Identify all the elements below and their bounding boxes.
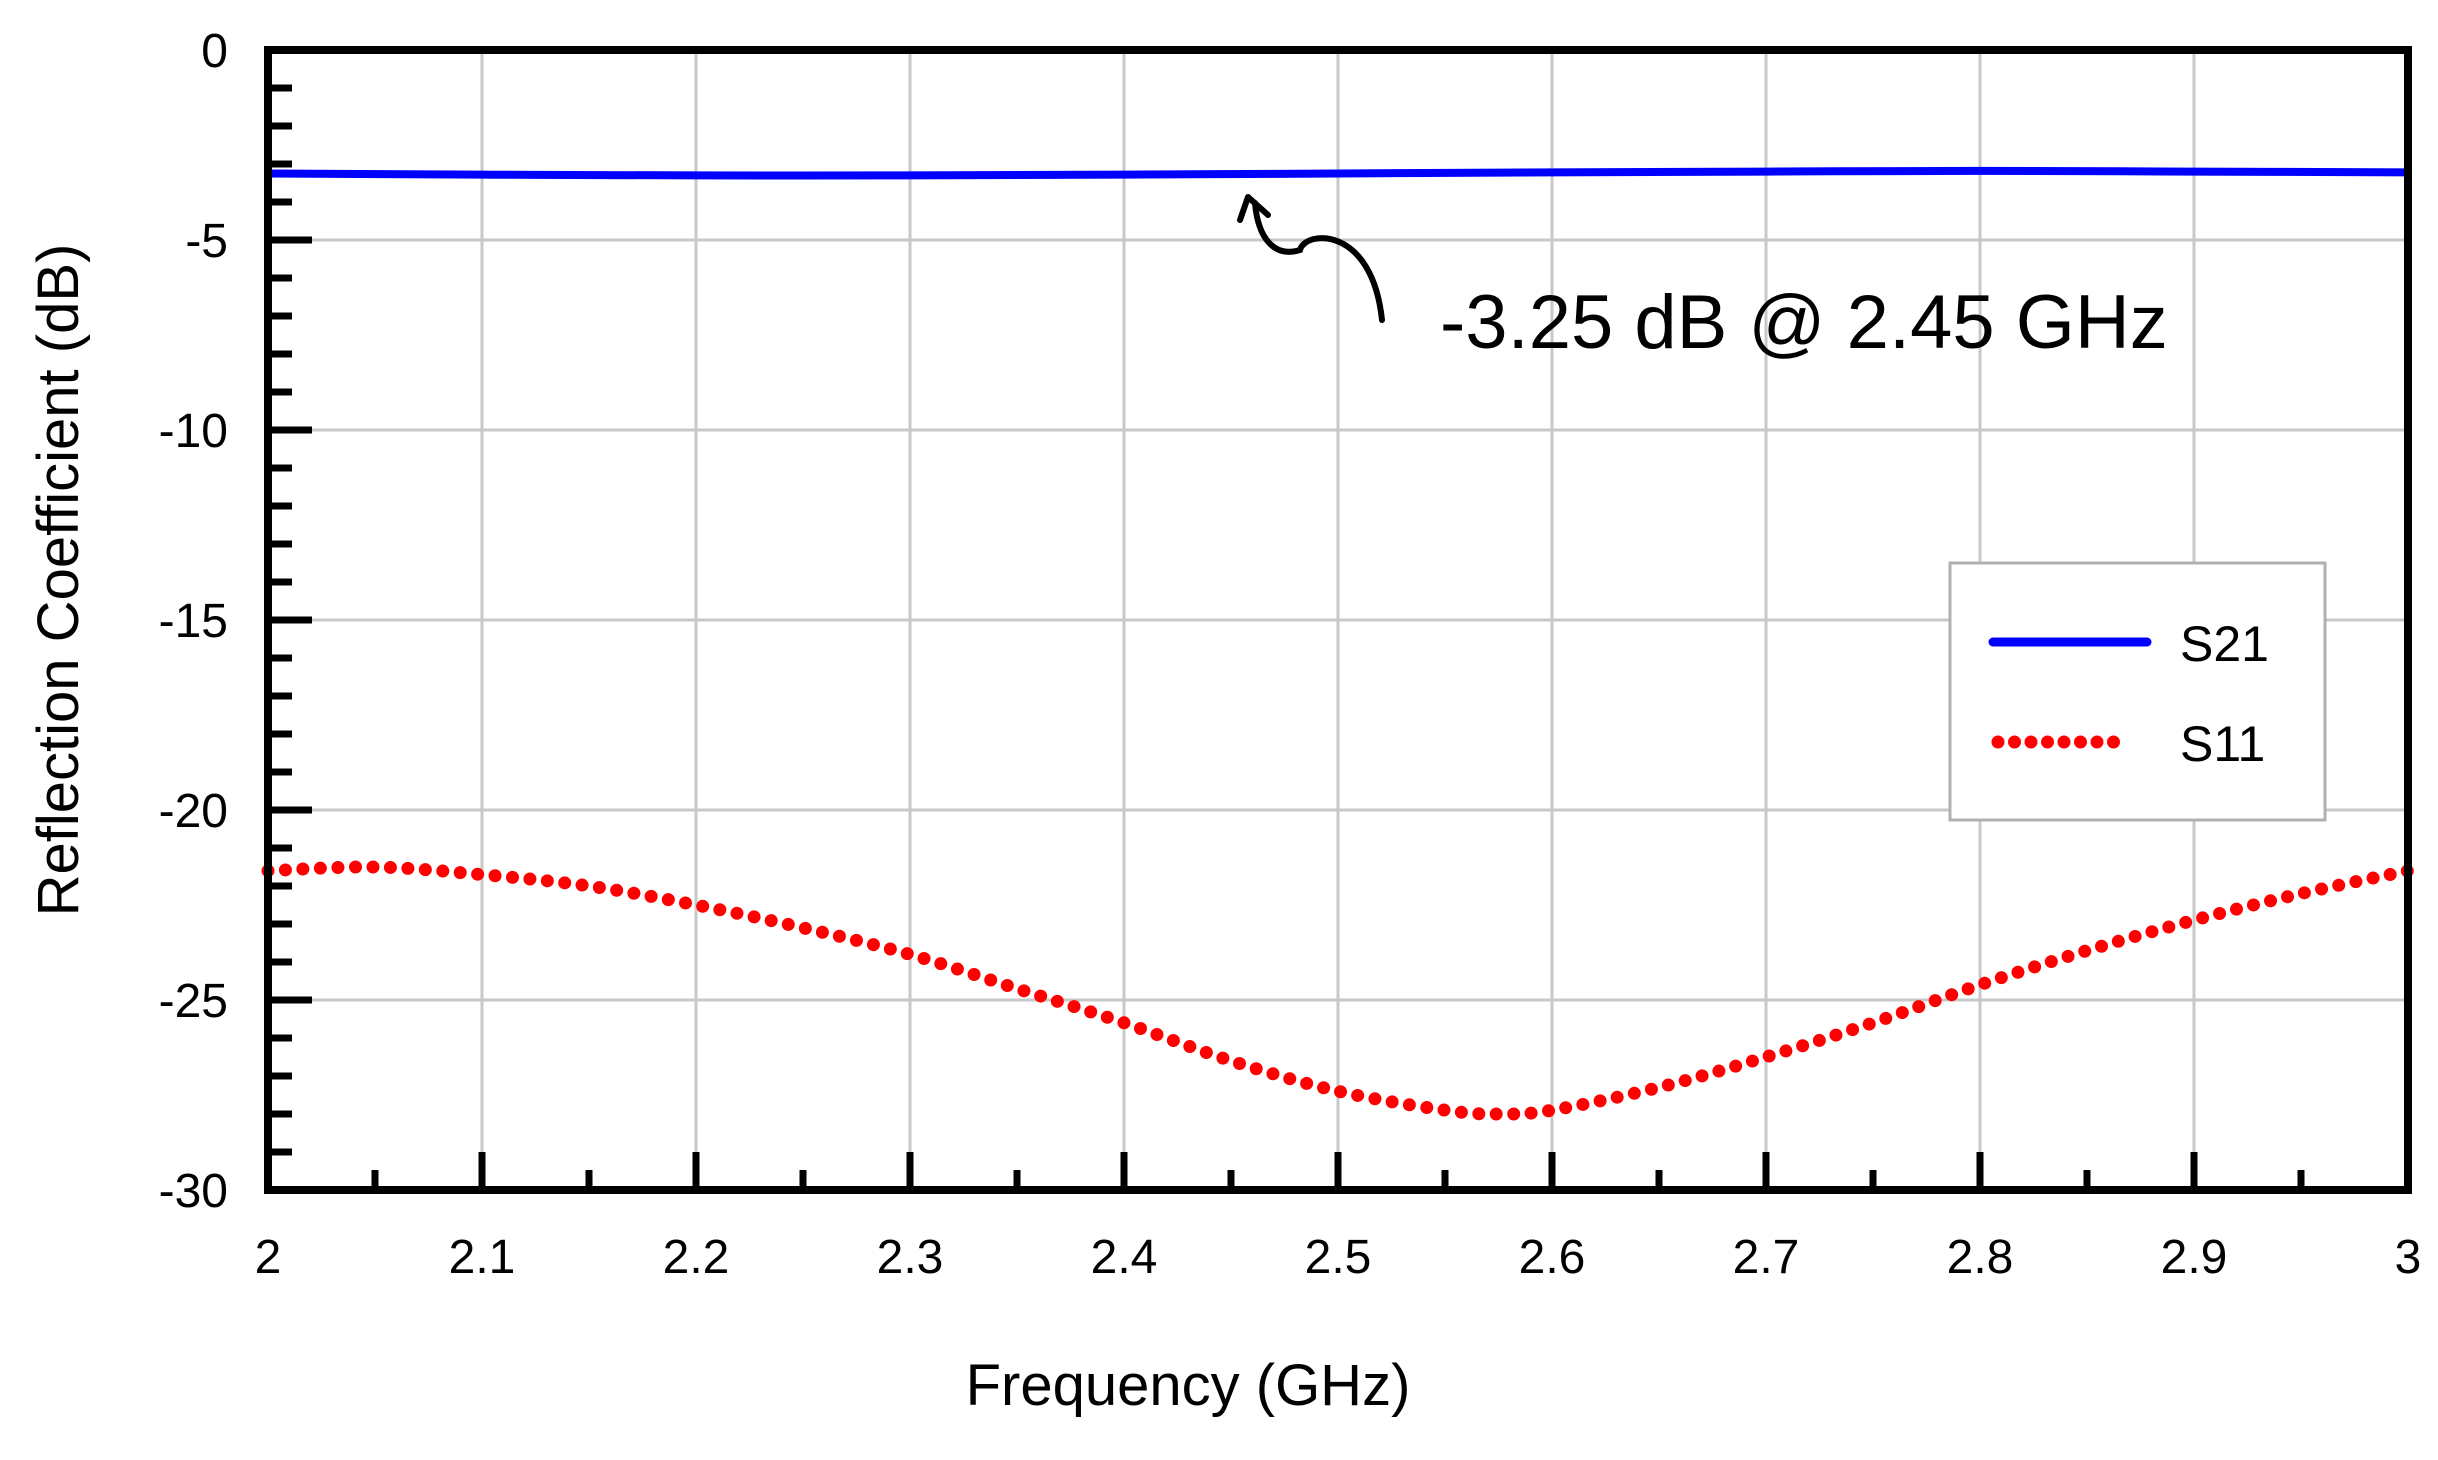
y-axis-title: Reflection Coefficient (dB) [26, 244, 91, 917]
x-tick-label: 2.5 [1305, 1231, 1372, 1284]
annotation-text: -3.25 dB @ 2.45 GHz [1440, 280, 2168, 365]
x-tick-label: 2.1 [449, 1231, 516, 1284]
annotation-arrow-curve [1252, 200, 1385, 323]
annotation-arrow-head [1237, 194, 1271, 223]
series-s21-line [264, 166, 2412, 180]
x-tick-label: 2.2 [663, 1231, 730, 1284]
x-tick-label: 2.3 [877, 1231, 944, 1284]
chart-legend: S21 S11 [1948, 561, 2327, 822]
y-tick-label: 0 [201, 25, 228, 78]
series-s11-line [261, 860, 2415, 1121]
legend-box [1948, 561, 2327, 822]
x-tick-label: 2.4 [1091, 1231, 1158, 1284]
y-tick-label: -10 [159, 405, 228, 458]
tick-labels: 2 2.1 2.2 2.3 2.4 2.5 2.6 2.7 2.8 2.9 3 0 -5 -10 -15 -2… [159, 25, 2422, 1284]
axis-ticks [264, 46, 2412, 1194]
x-axis-title: Frequency (GHz) [966, 1353, 1411, 1418]
y-tick-label: -20 [159, 785, 228, 838]
legend-s11-label: S11 [2180, 716, 2265, 772]
x-tick-label: 2 [255, 1231, 282, 1284]
x-tick-label: 2.8 [1947, 1231, 2014, 1284]
x-tick-label: 2.9 [2161, 1231, 2228, 1284]
series-layer [261, 166, 2415, 1121]
annotation-group: -3.25 dB @ 2.45 GHz [1237, 194, 2168, 365]
y-tick-label: -5 [185, 215, 228, 268]
x-tick-label: 2.7 [1733, 1231, 1800, 1284]
legend-s21-label: S21 [2180, 616, 2269, 672]
x-tick-label: 3 [2395, 1231, 2422, 1284]
x-tick-label: 2.6 [1519, 1231, 1586, 1284]
y-tick-label: -15 [159, 595, 228, 648]
y-tick-label: -25 [159, 975, 228, 1028]
y-tick-label: -30 [159, 1165, 228, 1218]
